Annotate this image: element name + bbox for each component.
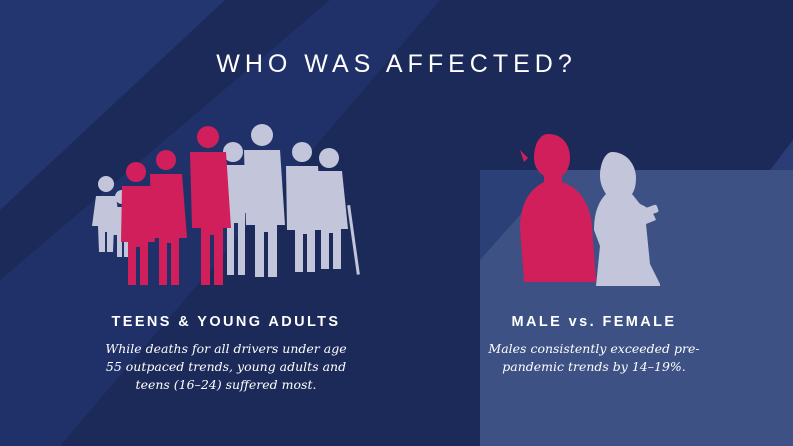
group-of-people-silhouettes-icon	[92, 124, 360, 285]
female-silhouette-icon	[594, 152, 660, 286]
male-vs-female-description: Males consistently exceeded pre-pandemic…	[488, 341, 700, 374]
male-silhouette-icon	[520, 134, 596, 282]
page-title: WHO WAS AFFECTED?	[216, 50, 577, 78]
male-vs-female-heading: MALE vs. FEMALE	[511, 314, 677, 330]
teens-young-adults-heading: TEENS & YOUNG ADULTS	[111, 314, 341, 330]
teens-young-adults-description: While deaths for all drivers under age 5…	[105, 341, 347, 392]
